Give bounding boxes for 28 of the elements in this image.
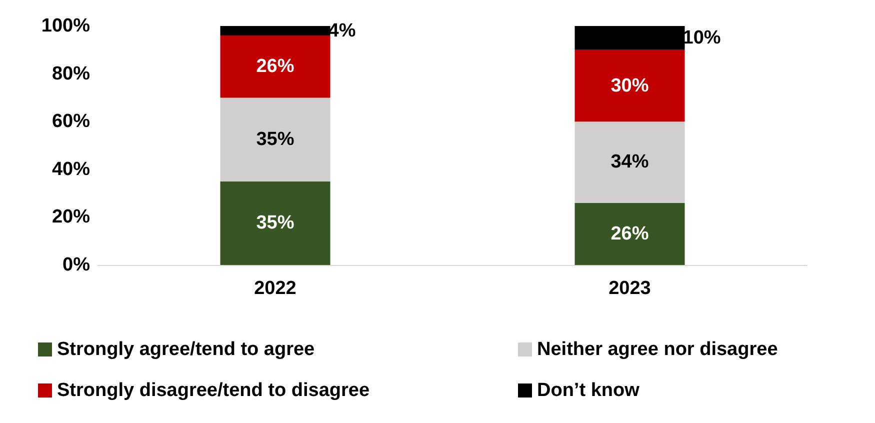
- y-tick-label: 100%: [41, 16, 90, 36]
- x-tick-label: 2022: [254, 278, 296, 299]
- y-tick-label: 20%: [52, 206, 90, 228]
- legend-label: Strongly disagree/tend to disagree: [57, 380, 370, 401]
- data-label: 26%: [256, 56, 294, 78]
- bar: [220, 36, 330, 98]
- bar: [574, 26, 685, 50]
- data-label: 35%: [256, 212, 294, 234]
- data-label: 4%: [328, 20, 356, 42]
- y-tick-label: 0%: [62, 254, 90, 276]
- data-label: 30%: [610, 75, 649, 96]
- bar: [220, 26, 330, 36]
- bar: [574, 202, 685, 265]
- x-tick-label: 2023: [608, 278, 651, 299]
- data-label: 26%: [610, 223, 649, 244]
- y-tick-label: 60%: [52, 111, 90, 132]
- bar: [574, 122, 685, 203]
- bar: [220, 181, 330, 265]
- y-tick-label: 40%: [52, 158, 90, 180]
- legend-label: Neither agree nor disagree: [537, 339, 778, 360]
- data-label: 34%: [610, 152, 649, 173]
- bar: [220, 98, 330, 182]
- data-label: 35%: [256, 129, 294, 150]
- legend-label: Strongly agree/tend to agree: [57, 339, 315, 360]
- bar: [574, 50, 685, 122]
- data-label: 10%: [682, 27, 721, 48]
- y-tick-label: 80%: [52, 63, 90, 84]
- legend-label: Don’t know: [537, 380, 640, 401]
